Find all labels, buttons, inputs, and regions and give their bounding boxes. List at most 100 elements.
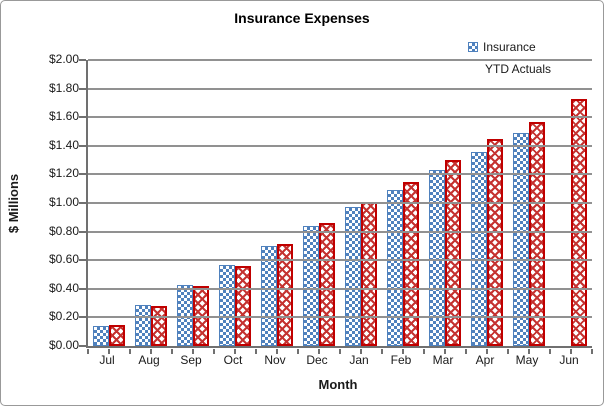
- x-tick-label-apr: Apr: [475, 353, 495, 367]
- bar-insurance-dec: [303, 225, 319, 346]
- y-tick-label: $0.80: [48, 223, 79, 238]
- x-axis-tick: [234, 349, 236, 354]
- y-tick-label: $0.60: [48, 252, 79, 267]
- bar-insurance-oct: [219, 264, 235, 346]
- y-tick-label: $0.40: [48, 280, 79, 295]
- gridline: [88, 316, 592, 319]
- x-axis-title: Month: [318, 377, 358, 392]
- month-slot-jul: [88, 60, 130, 346]
- bar-ytd-actuals-oct: [235, 265, 251, 346]
- x-axis-tick: [591, 349, 593, 354]
- x-tick-label-oct: Oct: [223, 353, 243, 367]
- x-axis-tick: [549, 349, 551, 354]
- bar-insurance-jul: [93, 325, 109, 346]
- x-axis-tick: [171, 349, 173, 354]
- y-axis-tick: [79, 59, 86, 61]
- plot-area: [79, 59, 593, 354]
- gridline: [88, 144, 592, 147]
- bar-insurance-apr: [471, 151, 487, 346]
- x-axis-tick: [465, 349, 467, 354]
- x-axis-tick: [150, 349, 152, 354]
- x-axis-tick: [276, 349, 278, 354]
- month-slot-dec: [298, 60, 340, 346]
- bar-insurance-jan: [345, 207, 361, 346]
- x-tick-label-mar: Mar: [432, 353, 454, 367]
- y-axis-tick: [79, 173, 86, 176]
- bar-insurance-nov: [261, 245, 277, 346]
- y-tick-label: $0.20: [48, 309, 79, 324]
- y-axis-tick: [79, 230, 86, 233]
- y-axis-tick: [79, 287, 86, 290]
- bar-ytd-actuals-aug: [151, 305, 167, 346]
- gridline: [88, 116, 592, 119]
- gridline: [88, 202, 592, 204]
- x-axis-tick: [192, 349, 194, 354]
- x-axis-tick: [570, 349, 572, 354]
- x-axis-tick: [444, 349, 446, 354]
- y-tick-label: $0.00: [48, 338, 79, 352]
- bar-ytd-actuals-feb: [403, 181, 419, 346]
- x-tick-label-jun: Jun: [559, 353, 579, 367]
- x-axis-tick: [213, 349, 215, 354]
- x-tick-label-may: May: [515, 353, 539, 367]
- month-slot-mar: [424, 60, 466, 346]
- gridline: [88, 259, 592, 262]
- x-tick-label-jul: Jul: [99, 353, 115, 367]
- bar-ytd-actuals-mar: [445, 160, 461, 346]
- gridline: [88, 173, 592, 176]
- bar-ytd-actuals-sep: [193, 285, 209, 346]
- x-axis-labels: Jul Aug Sep Oct Nov Dec Jan Feb Mar Apr May Jun: [86, 353, 590, 367]
- y-axis-labels: $0.00 $0.20 $0.40 $0.60 $0.80 $1.00 $1.20 $1.40…: [1, 52, 79, 352]
- legend-label-line1: Insurance: [483, 40, 536, 54]
- bar-insurance-mar: [429, 170, 445, 346]
- x-tick-label-dec: Dec: [306, 353, 328, 367]
- legend: Insurance YTD Actuals: [468, 40, 551, 76]
- x-axis-tick: [255, 349, 257, 354]
- bar-ytd-actuals-nov: [277, 244, 293, 346]
- bar-insurance-may: [513, 132, 529, 346]
- x-axis-tick: [129, 349, 131, 354]
- bar-ytd-actuals-jan: [361, 201, 377, 346]
- gridline: [88, 87, 592, 90]
- gridline: [88, 59, 592, 61]
- x-axis-tick: [402, 349, 404, 354]
- y-axis-tick: [79, 345, 86, 347]
- y-tick-label: $2.00: [48, 52, 79, 66]
- bar-ytd-actuals-may: [529, 121, 545, 346]
- month-slot-nov: [256, 60, 298, 346]
- legend-entry-insurance: Insurance: [468, 40, 551, 54]
- bar-ytd-actuals-apr: [487, 138, 503, 346]
- x-axis-tick: [87, 349, 89, 354]
- y-axis-tick: [79, 202, 86, 204]
- bar-slots: [88, 60, 592, 346]
- x-axis-tick: [360, 349, 362, 354]
- month-slot-apr: [466, 60, 508, 346]
- bar-ytd-actuals-jul: [109, 324, 125, 346]
- x-axis-tick: [297, 349, 299, 354]
- x-axis-tick: [108, 349, 110, 354]
- bar-insurance-aug: [135, 304, 151, 346]
- chart-title: Insurance Expenses: [234, 10, 370, 26]
- x-tick-label-jan: Jan: [349, 353, 369, 367]
- y-tick-label: $1.80: [48, 80, 79, 95]
- month-slot-sep: [172, 60, 214, 346]
- y-axis-tick: [79, 316, 86, 319]
- x-axis-tick: [528, 349, 530, 354]
- x-tick-label-sep: Sep: [180, 353, 202, 367]
- month-slot-oct: [214, 60, 256, 346]
- legend-label-line2: YTD Actuals: [485, 62, 552, 76]
- y-axis-tick: [79, 116, 86, 119]
- y-axis-tick: [79, 87, 86, 90]
- x-axis-tick: [507, 349, 509, 354]
- x-axis-tick: [423, 349, 425, 354]
- y-tick-label: $1.60: [48, 109, 79, 124]
- x-tick-label-feb: Feb: [390, 353, 412, 367]
- y-axis-tick: [79, 144, 86, 147]
- y-tick-label: $1.40: [48, 137, 79, 152]
- month-slot-feb: [382, 60, 424, 346]
- y-axis-tick: [79, 259, 86, 262]
- gridline: [88, 230, 592, 233]
- x-tick-label-aug: Aug: [138, 353, 160, 367]
- x-axis-tick: [486, 349, 488, 354]
